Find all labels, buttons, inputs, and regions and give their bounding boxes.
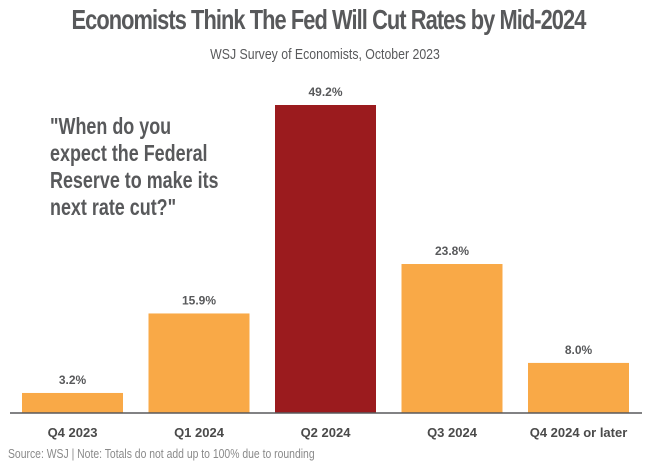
chart-subtitle: WSJ Survey of Economists, October 2023 [210,46,440,63]
category-label: Q4 2024 or later [530,425,628,440]
data-label: 49.2% [308,85,342,99]
bar-q2-2024 [275,105,376,413]
chart-annotation: "When do you expect the Federal Reserve … [50,113,219,220]
data-label: 3.2% [59,373,87,387]
data-label: 15.9% [182,293,216,307]
bar-q4-2023 [22,392,123,413]
bar-q3-2024 [401,264,503,413]
bar-q1-2024 [148,313,250,413]
category-label: Q4 2023 [48,425,98,440]
chart-title: Economists Think The Fed Will Cut Rates … [71,4,587,35]
data-label: 8.0% [565,343,593,357]
category-label: Q1 2024 [174,425,225,440]
category-labels-group: Q4 2023 Q1 2024 Q2 2024 Q3 2024 Q4 2024 or l… [48,425,628,440]
bars-group [22,105,629,413]
bar-q4-2024-or-later [528,362,629,413]
data-labels-group: 3.2% 15.9% 49.2% 23.8% 8.0% [59,85,593,387]
source-note: Source: WSJ | Note: Totals do not add up… [8,446,315,461]
category-label: Q2 2024 [301,425,352,440]
category-label: Q3 2024 [427,425,478,440]
data-label: 23.8% [435,244,469,258]
